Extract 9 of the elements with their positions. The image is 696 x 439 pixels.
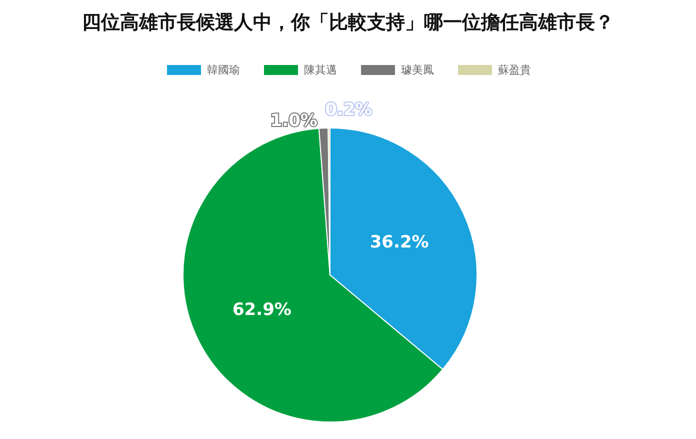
legend-label: 蘇盈貴 [498,64,531,76]
legend-label: 陳其邁 [304,64,337,76]
data-label: 62.9% [232,300,292,320]
legend-label: 璩美鳳 [401,64,434,76]
data-label: 36.2% [370,232,429,253]
legend-label: 韓國瑜 [207,64,240,76]
data-label: 0.2% [325,100,372,120]
chart-title: 四位高雄市長候選人中，你「比較支持」哪一位擔任高雄市長？ [82,12,614,34]
data-label: 1.0% [270,111,318,132]
